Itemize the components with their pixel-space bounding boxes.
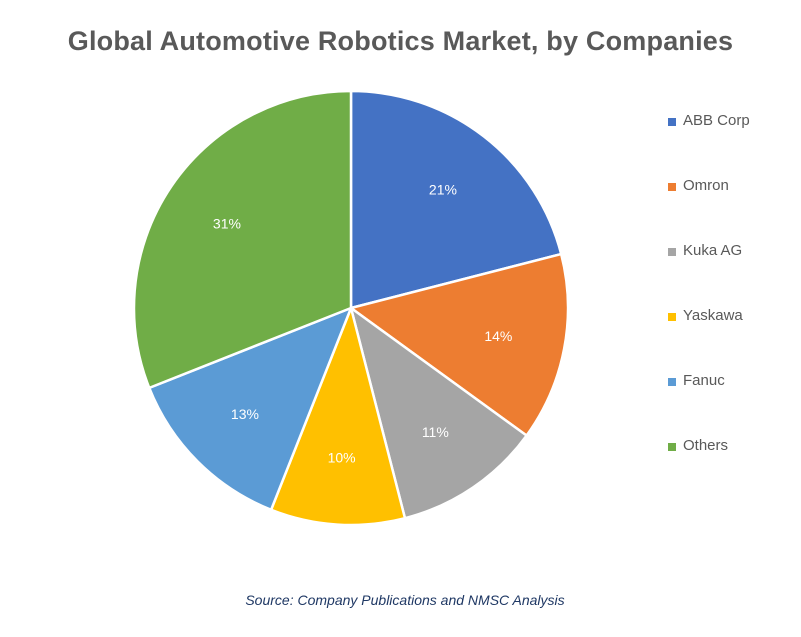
pie-slice-omron [349,252,570,437]
legend-label: ABB Corp [683,112,750,129]
legend-item-others: Others [668,437,750,502]
slice-label-yaskawa: 10% [328,450,356,466]
legend-swatch [668,183,676,191]
legend-swatch [668,443,676,451]
slice-label-abb-corp: 21% [429,181,457,197]
source-note: Source: Company Publications and NMSC An… [245,592,565,608]
legend-swatch [668,378,676,386]
pie-slice-fanuc [147,306,353,512]
legend-item-omron: Omron [668,177,750,242]
legend-swatch [668,118,676,126]
legend-item-fanuc: Fanuc [668,372,750,437]
pie-slice-others [132,89,353,390]
legend-label: Fanuc [683,372,725,389]
legend-label: Others [683,437,729,454]
slice-label-kuka-ag: 11% [422,424,449,440]
slice-label-omron: 14% [484,328,512,344]
slice-label-fanuc: 13% [231,406,259,422]
legend-item-abb-corp: ABB Corp [668,112,750,177]
legend: ABB Corp Omron Kuka AG Yaskawa Fanuc Others [668,112,750,502]
chart-title: Global Automotive Robotics Market, by Co… [67,26,734,56]
legend-swatch [668,248,676,256]
legend-label: Kuka AG [683,242,743,259]
pie-slice-abb-corp [349,89,563,310]
legend-swatch [668,313,676,321]
legend-label: Yaskawa [683,307,743,324]
pie-slice-kuka-ag [349,306,528,520]
slice-label-others: 31% [213,216,241,232]
pie-slice-yaskawa [269,306,407,527]
legend-item-kuka-ag: Kuka AG [668,242,750,307]
legend-item-yaskawa: Yaskawa [668,307,750,372]
legend-label: Omron [683,177,729,194]
